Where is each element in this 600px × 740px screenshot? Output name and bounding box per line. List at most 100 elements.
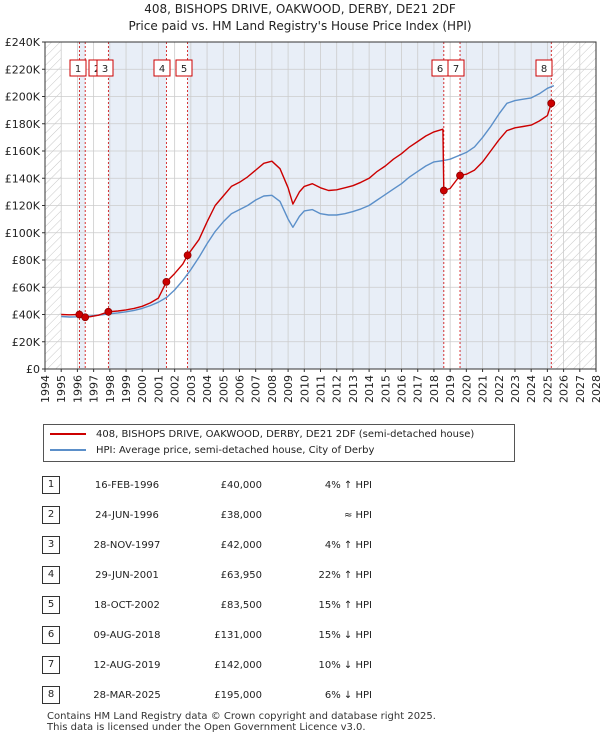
sale-hpi-change: 6% ↓ HPI — [324, 689, 372, 701]
x-tick-label: 2018 — [428, 375, 441, 403]
sale-number: 5 — [42, 596, 60, 614]
x-tick-label: 2019 — [444, 375, 457, 403]
x-tick-label: 2021 — [477, 375, 490, 403]
sales-row: 2 24-JUN-1996 £38,000 ≈ HPI — [42, 500, 372, 530]
chart-subtitle: Price paid vs. HM Land Registry's House … — [128, 19, 472, 33]
sale-number: 6 — [42, 626, 60, 644]
sale-hpi-change: 4% ↑ HPI — [324, 539, 372, 551]
sale-label-1: 1 — [75, 64, 81, 75]
x-tick-label: 2017 — [412, 375, 425, 403]
x-tick-label: 2011 — [315, 375, 328, 403]
x-tick-label: 2023 — [509, 375, 522, 403]
x-tick-label: 2026 — [558, 375, 571, 403]
legend-item-property: 408, BISHOPS DRIVE, OAKWOOD, DERBY, DE21… — [50, 428, 474, 442]
sale-label-box-3 — [96, 59, 114, 77]
x-tick-label: 2015 — [379, 375, 392, 403]
x-tick-label: 2012 — [331, 375, 344, 403]
x-tick-label: 2003 — [185, 375, 198, 403]
x-tick-label: 1997 — [88, 375, 101, 403]
sale-date: 28-NOV-1997 — [93, 539, 161, 551]
sale-number: 4 — [42, 566, 60, 584]
sale-label-8: 8 — [541, 64, 547, 75]
sale-hpi-change: 15% ↑ HPI — [318, 599, 372, 611]
sale-date: 29-JUN-2001 — [95, 569, 159, 581]
sale-hpi-change: ≈ HPI — [343, 509, 372, 521]
sale-date: 16-FEB-1996 — [94, 479, 160, 491]
sale-date: 24-JUN-1996 — [95, 509, 159, 521]
sales-row: 8 28-MAR-2025 £195,000 6% ↓ HPI — [42, 680, 372, 710]
x-tick-label: 2020 — [460, 375, 473, 403]
x-tick-label: 1996 — [71, 375, 84, 403]
sale-label-4: 4 — [159, 64, 165, 75]
y-tick-label: £180K — [5, 118, 41, 131]
x-tick-label: 2027 — [574, 375, 587, 403]
x-tick-label: 1998 — [104, 375, 117, 403]
sale-price: £131,000 — [214, 629, 262, 641]
legend-label-property: 408, BISHOPS DRIVE, OAKWOOD, DERBY, DE21… — [96, 429, 475, 440]
sales-row: 1 16-FEB-1996 £40,000 4% ↑ HPI — [42, 470, 372, 500]
sale-number: 1 — [42, 476, 60, 494]
sales-row: 4 29-JUN-2001 £63,950 22% ↑ HPI — [42, 560, 372, 590]
sale-number: 8 — [42, 686, 60, 704]
x-tick-label: 2028 — [590, 375, 600, 403]
series-line-property — [61, 103, 552, 318]
sale-number: 7 — [42, 656, 60, 674]
x-tick-label: 2009 — [282, 375, 295, 403]
x-tick-label: 2004 — [201, 375, 214, 403]
sale-label-box-8 — [535, 59, 553, 77]
x-tick-label: 2006 — [233, 375, 246, 403]
sale-price: £142,000 — [214, 659, 262, 671]
sale-price: £40,000 — [220, 479, 262, 491]
sales-row: 3 28-NOV-1997 £42,000 4% ↑ HPI — [42, 530, 372, 560]
sale-number: 2 — [42, 506, 60, 524]
sale-date: 12-AUG-2019 — [93, 659, 161, 671]
x-tick-label: 2000 — [136, 375, 149, 403]
sale-hpi-change: 15% ↓ HPI — [318, 629, 372, 641]
sale-marker-5 — [183, 251, 192, 260]
sale-date: 28-MAR-2025 — [93, 689, 161, 701]
sale-label-3: 3 — [102, 64, 108, 75]
sale-marker-6 — [439, 186, 448, 195]
sales-row: 5 18-OCT-2002 £83,500 15% ↑ HPI — [42, 590, 372, 620]
footer-licence: This data is licensed under the Open Gov… — [47, 722, 366, 733]
series-line-hpi — [61, 84, 555, 318]
footer-copyright: Contains HM Land Registry data © Crown c… — [47, 711, 436, 722]
sale-label-box-7 — [447, 59, 465, 77]
sale-marker-8 — [547, 99, 556, 108]
x-tick-label: 2002 — [169, 375, 182, 403]
sale-number: 3 — [42, 536, 60, 554]
x-tick-label: 2007 — [250, 375, 263, 403]
x-tick-label: 2005 — [217, 375, 230, 403]
sale-label-box-4 — [153, 59, 171, 77]
legend-swatch-hpi — [50, 449, 86, 451]
x-tick-label: 2001 — [152, 375, 165, 403]
legend: 408, BISHOPS DRIVE, OAKWOOD, DERBY, DE21… — [43, 424, 515, 462]
price-chart: 12345678 £0£20K£40K£60K£80K£100K£120K£14… — [5, 36, 600, 403]
x-tick-label: 1999 — [120, 375, 133, 403]
x-tick-label: 2008 — [266, 375, 279, 403]
sale-hpi-change: 22% ↑ HPI — [318, 569, 372, 581]
sale-price: £38,000 — [220, 509, 262, 521]
sales-row: 6 09-AUG-2018 £131,000 15% ↓ HPI — [42, 620, 372, 650]
sale-hpi-change: 10% ↓ HPI — [318, 659, 372, 671]
x-tick-label: 2025 — [541, 375, 554, 403]
sale-label-7: 7 — [453, 64, 459, 75]
y-tick-label: £60K — [12, 281, 41, 294]
sale-hpi-change: 4% ↑ HPI — [324, 479, 372, 491]
y-tick-label: £240K — [5, 36, 41, 49]
x-tick-label: 2010 — [298, 375, 311, 403]
x-tick-label: 2016 — [396, 375, 409, 403]
sale-label-5: 5 — [181, 64, 187, 75]
y-tick-label: £40K — [12, 309, 41, 322]
x-tick-label: 2013 — [347, 375, 360, 403]
y-tick-label: £160K — [5, 145, 41, 158]
sale-label-box-5 — [175, 59, 193, 77]
sale-price: £63,950 — [220, 569, 262, 581]
footer: Contains HM Land Registry data © Crown c… — [47, 711, 436, 733]
y-tick-label: £20K — [12, 336, 41, 349]
sale-marker-4 — [162, 277, 171, 286]
y-tick-label: £140K — [5, 172, 41, 185]
sales-row: 7 12-AUG-2019 £142,000 10% ↓ HPI — [42, 650, 372, 680]
legend-item-hpi: HPI: Average price, semi-detached house,… — [50, 444, 374, 458]
x-tick-label: 2024 — [525, 375, 538, 403]
